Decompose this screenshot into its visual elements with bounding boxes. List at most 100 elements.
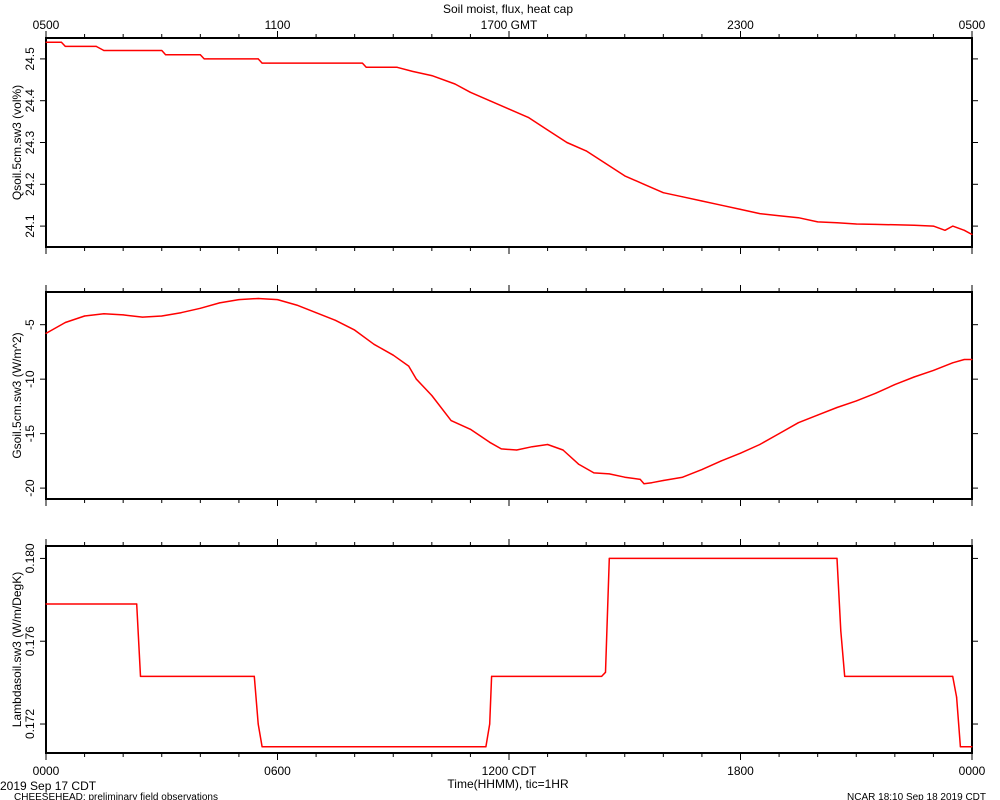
data-point: [971, 233, 973, 236]
panel-1-frame: [45, 37, 973, 248]
data-point: [411, 70, 414, 73]
data-point: [913, 376, 915, 378]
data-point: [531, 446, 533, 448]
data-point: [577, 463, 580, 465]
data-point: [139, 675, 142, 678]
data-point: [315, 312, 317, 314]
data-point: [701, 468, 703, 471]
data-point: [361, 62, 363, 64]
data-point: [45, 41, 47, 43]
data-point: [932, 369, 935, 372]
data-point: [662, 192, 664, 194]
data-point: [913, 224, 915, 226]
data-point: [601, 675, 603, 678]
data-point: [489, 441, 491, 443]
data-point: [161, 49, 163, 52]
data-point: [778, 433, 780, 435]
y-tick-label: 24.1: [23, 214, 37, 238]
data-point: [682, 476, 684, 478]
data-point: [469, 428, 472, 430]
data-point: [855, 223, 857, 225]
data-point: [203, 58, 205, 60]
data-point: [840, 630, 842, 632]
data-point: [103, 313, 105, 315]
data-point: [608, 473, 610, 475]
data-point: [608, 557, 610, 560]
data-point: [238, 299, 240, 301]
data-point: [624, 175, 626, 177]
data-point: [415, 378, 417, 380]
panel-2: -20 -15 -10 -5 Gsoil.5cm.sw3 (W/m^2): [10, 285, 978, 506]
data-point: [296, 304, 298, 306]
data-point: [161, 315, 163, 317]
data-point: [257, 723, 259, 725]
bottom-tick-label: 0000: [959, 764, 986, 778]
data-point: [817, 221, 819, 223]
data-point: [566, 141, 568, 144]
data-point: [219, 302, 221, 304]
y-tick-label: 24.3: [23, 130, 37, 154]
data-point: [64, 321, 66, 324]
data-point: [454, 83, 456, 85]
y-axis-label: Lambdasoil.sw3 (W/m/DegK): [10, 572, 24, 727]
data-point: [720, 204, 722, 206]
series-line: [46, 41, 973, 236]
data-point: [955, 696, 958, 698]
y-axis-label: Gsoil.5cm.sw3 (W/m^2): [10, 332, 24, 458]
data-point: [759, 443, 761, 446]
data-point: [797, 422, 799, 424]
data-point: [720, 460, 722, 462]
data-point: [739, 208, 742, 210]
data-point: [759, 212, 761, 215]
data-point: [261, 62, 263, 64]
data-point: [959, 746, 962, 748]
y-tick-label: -10: [23, 370, 37, 388]
data-point: [874, 223, 877, 226]
data-point: [95, 45, 97, 47]
bottom-tick-label: 0000: [33, 764, 60, 778]
data-point: [701, 200, 703, 202]
data-point: [546, 443, 549, 446]
data-point: [593, 472, 595, 474]
data-point: [469, 91, 472, 93]
top-axis-ticks: 0500 1100 1700 GMT 2300 0500: [33, 18, 986, 32]
data-point: [662, 479, 664, 482]
data-point: [269, 62, 271, 64]
y-tick-label: -15: [23, 425, 37, 443]
data-point: [485, 746, 487, 748]
data-point: [450, 419, 452, 422]
bottom-tick-label: 1800: [727, 764, 754, 778]
top-tick-label: 1100: [265, 18, 291, 32]
y-axis-label: Qsoil.5cm.sw3 (vol%): [10, 85, 24, 200]
x-axis-label: Time(HHMM), tic=1HR: [447, 777, 569, 791]
chart-title: Soil moist, flux, heat cap: [443, 2, 573, 16]
data-point: [64, 45, 66, 47]
y-tick-label: 24.2: [23, 172, 37, 196]
data-point: [874, 392, 877, 394]
data-point: [952, 675, 954, 678]
data-point: [971, 358, 973, 361]
data-point: [489, 723, 491, 725]
data-point: [643, 183, 645, 185]
data-point: [354, 329, 356, 331]
data-point: [165, 54, 167, 56]
panel-3-frame: [45, 545, 973, 754]
data-point: [562, 449, 564, 451]
data-point: [952, 362, 954, 364]
data-point: [963, 229, 965, 231]
data-point: [932, 225, 935, 227]
series-line: [46, 557, 972, 748]
data-point: [103, 49, 105, 52]
bottom-tick-label: 0600: [264, 764, 291, 778]
data-point: [643, 483, 645, 485]
data-point: [894, 224, 896, 226]
data-point: [516, 449, 518, 451]
data-point: [739, 452, 742, 454]
data-point: [45, 603, 47, 605]
data-point: [180, 312, 182, 314]
top-tick-label: 2300: [727, 18, 754, 32]
data-point: [546, 129, 549, 131]
data-point: [971, 746, 973, 748]
footer-project: CHEESEHEAD: preliminary field observatio…: [14, 792, 218, 800]
data-point: [944, 229, 946, 231]
